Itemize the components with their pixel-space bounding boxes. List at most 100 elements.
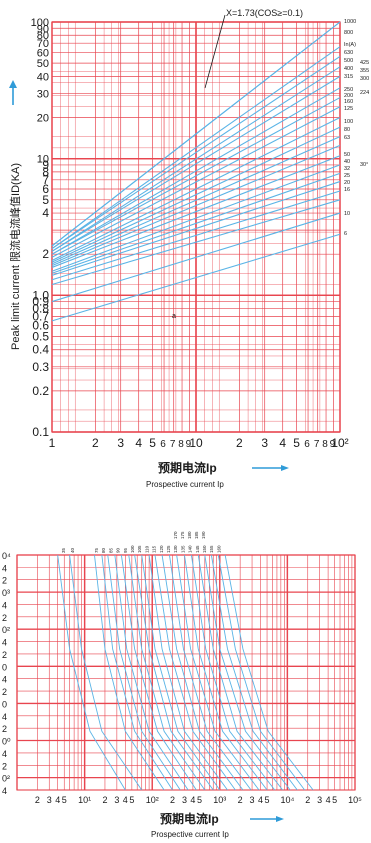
y-tick-label: 2 [42,247,49,261]
rating-label: 200 [344,93,353,99]
y-tick-label: 4 [2,563,7,573]
y-tick-label: 9 [42,158,49,172]
x-tick-label: 10³ [213,795,226,805]
x-axis-label-2: Prospective current Ip [151,830,229,839]
y-tick-label: 4 [2,749,7,759]
y-tick-label: 4 [2,600,7,610]
rating-label: 63 [344,135,350,141]
rating-label: 1000 [344,19,356,25]
series-line-16 [51,199,341,286]
series-line-100 [51,126,341,263]
x-tick-label: 6 [304,439,310,450]
top-rating-label: 150 [202,545,207,553]
curve-20 [210,554,298,791]
x-tick-label: 5 [332,795,337,805]
curve-1 [57,554,126,791]
y-tick-label: 2 [2,650,7,660]
x-axis-label: Prospective current Ip [146,480,224,489]
y-tick-label: 70 [37,38,49,50]
top-rating-label: 160 [216,545,221,553]
rating-label: 500 [344,58,353,64]
group-label: 30° [360,162,368,168]
x-axis-label-cn: 预期电流Ip [158,460,217,475]
y-tick-label: 60 [37,47,49,59]
y-tick-label: 90 [37,23,49,35]
chart1-frame [51,21,341,433]
x-tick-label: 1 [49,436,56,450]
y-tick-label: 0.7 [32,310,49,324]
curve-21 [217,554,306,791]
y-tick-label: 0⁴ [2,551,11,561]
x-tick-label: 2 [170,795,175,805]
rating-label: 50 [344,152,350,158]
chart1-curves [51,21,341,322]
x-tick-label: 4 [258,795,263,805]
rating-label: 630 [344,50,353,56]
top-rating-label: 180 [187,531,192,539]
x-tick-label: 3 [47,795,52,805]
x-axis-label-cn-2: 预期电流Ip [160,811,219,826]
x-tick-label: 10¹ [78,795,91,805]
series-line-10 [51,212,341,303]
x-tick-label: 7 [170,439,176,450]
x-tick-label: 5 [265,795,270,805]
x-tick-label: 8 [178,439,184,450]
y-tick-label: 0.3 [32,360,49,374]
top-rating-label: 190 [201,531,206,539]
y-tick-label: 20 [37,113,49,125]
curve-22 [224,554,314,791]
curve-16 [184,554,268,791]
x-tick-label: 3 [261,436,268,450]
top-rating-label: 80 [101,547,106,553]
series-line-6 [51,233,341,322]
group-label: 425 [360,60,369,66]
x-tick-label: 4 [190,795,195,805]
top-rating-label: 40 [70,547,75,553]
y-tick-label: 4 [2,675,7,685]
top-rating-label: 125 [166,545,171,553]
series-line-630 [51,46,341,249]
top-rating-label: 175 [180,531,185,539]
chart1-grid [51,21,341,433]
y-tick-label: 2 [2,724,7,734]
rating-label: 40 [344,159,350,165]
x-tick-label: 2 [236,436,243,450]
x-tick-label: 8 [322,439,328,450]
curve-2 [69,554,143,791]
top-rating-label: 130 [173,545,178,553]
series-line-20 [51,190,341,281]
y-tick-label: 80 [37,30,49,42]
y-tick-label: 6 [42,182,49,196]
series-line-25 [51,181,341,276]
top-rating-label: 110 [144,545,149,553]
curve-13 [161,554,244,791]
x-tick-label: 4 [55,795,60,805]
top-rating-label: 95 [123,547,128,553]
y-tick-label: 100 [31,17,49,29]
rating-label: 16 [344,187,350,193]
x-tick-label: 4 [123,795,128,805]
y-tick-label: 2 [2,576,7,586]
rating-label: 6 [344,231,347,237]
y-tick-label: 2 [2,613,7,623]
x-tick-label: 9 [330,439,336,450]
x-tick-label: 5 [197,795,202,805]
rating-label: 250 [344,87,353,93]
series-line-125 [51,117,341,261]
series-line-400 [51,66,341,252]
y-tick-label: 0.1 [32,425,49,439]
x-tick-label: 10 [189,436,203,450]
rating-label: 100 [344,119,353,125]
top-rating-label: 170 [173,531,178,539]
x-tick-label: 2 [92,436,99,450]
curve-5 [107,554,181,791]
curve-11 [148,554,228,791]
top-rating-label: 35 [61,547,66,553]
rating-label: 32 [344,166,350,172]
rating-label: 160 [344,99,353,105]
chart2-frame [16,554,356,791]
x-tick-label: 5 [62,795,67,805]
series-line-63 [51,144,341,267]
y-tick-label: 0² [2,625,10,635]
